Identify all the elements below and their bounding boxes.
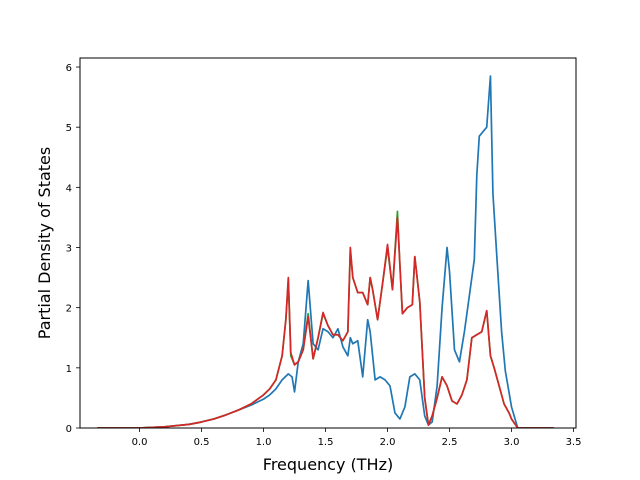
- series-line-0: [97, 75, 554, 428]
- x-tick-label: 2.5: [442, 437, 458, 448]
- y-axis-label: Partial Density of States: [35, 147, 54, 339]
- x-axis-ticks: 0.0 0.5 1.0 1.5 2.0 2.5 3.0 3.5: [132, 428, 582, 448]
- y-tick-label: 6: [66, 63, 72, 74]
- x-tick-label: 3.0: [504, 437, 520, 448]
- y-tick-label: 4: [66, 183, 72, 194]
- x-tick-label: 2.0: [380, 437, 396, 448]
- x-tick-label: 1.5: [318, 437, 334, 448]
- x-tick-label: 0.0: [132, 437, 148, 448]
- plot-frame: [79, 57, 577, 429]
- y-tick-label: 3: [66, 244, 72, 255]
- y-tick-label: 0: [66, 424, 72, 435]
- y-tick-label: 1: [66, 364, 72, 375]
- y-tick-label: 2: [66, 304, 72, 315]
- series-line-2: [97, 216, 554, 428]
- y-axis-ticks: 0 1 2 3 4 5 6: [66, 63, 80, 435]
- x-tick-label: 1.0: [256, 437, 272, 448]
- y-tick-label: 5: [66, 123, 72, 134]
- series-layer: [97, 75, 554, 428]
- x-tick-label: 3.5: [566, 437, 582, 448]
- x-axis-label: Frequency (THz): [263, 455, 393, 474]
- plot-area: [79, 57, 577, 429]
- x-tick-label: 0.5: [194, 437, 210, 448]
